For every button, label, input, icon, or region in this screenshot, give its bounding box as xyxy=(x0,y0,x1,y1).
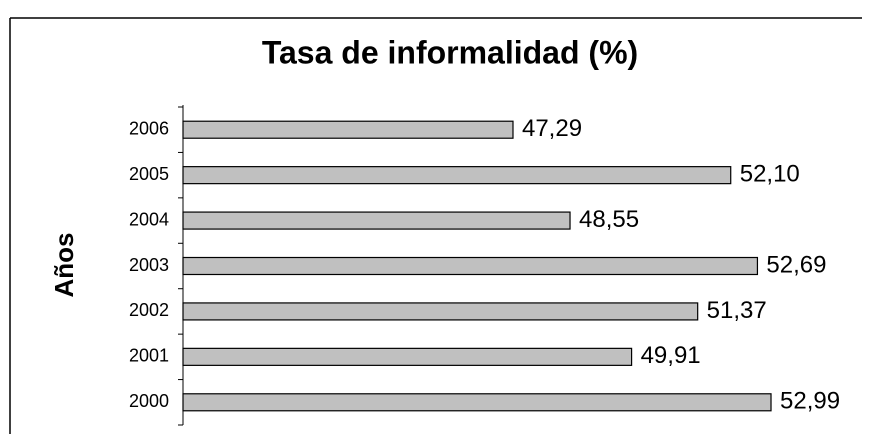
bar xyxy=(182,256,759,276)
y-tick-label: 2006 xyxy=(129,118,169,138)
y-tick-label: 2002 xyxy=(129,300,169,320)
value-label: 51,37 xyxy=(707,297,767,324)
y-tick-label: 2001 xyxy=(129,346,169,366)
y-tick-label: 2003 xyxy=(129,255,169,275)
bar xyxy=(182,393,772,412)
bar xyxy=(182,120,514,139)
y-axis-label: Años xyxy=(49,233,79,298)
value-label: 49,91 xyxy=(641,342,701,369)
bar xyxy=(182,211,571,230)
bar xyxy=(182,166,732,185)
y-tick-label: 2005 xyxy=(129,164,169,184)
value-label: 48,55 xyxy=(579,206,639,233)
value-label: 52,10 xyxy=(740,160,800,187)
bar xyxy=(182,302,699,321)
value-label: 52,99 xyxy=(780,388,840,415)
value-label: 47,29 xyxy=(522,115,582,142)
chart-title: Tasa de informalidad (%) xyxy=(262,34,638,70)
y-tick-label: 2000 xyxy=(129,391,169,411)
bar xyxy=(182,347,633,366)
y-tick-label: 2004 xyxy=(129,209,169,229)
value-label: 52,69 xyxy=(766,251,826,278)
